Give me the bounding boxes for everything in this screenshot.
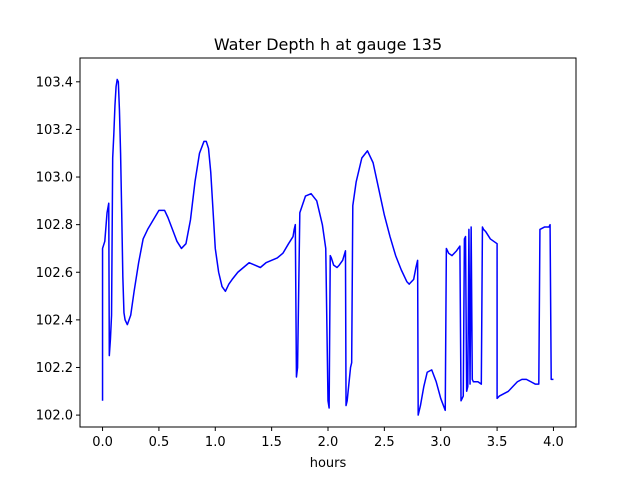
y-axis-ticks: 102.0 102.2 102.4 102.6 102.8 103.0 103.2 103.4: [36, 75, 80, 424]
y-tick-label: 103.2: [36, 123, 73, 138]
x-tick-label: 3.5: [487, 435, 508, 450]
y-tick-label: 102.8: [36, 218, 73, 233]
chart-title: Water Depth h at gauge 135: [214, 35, 442, 54]
x-tick-label: 3.0: [430, 435, 451, 450]
y-tick-label: 102.2: [36, 361, 73, 376]
y-tick-label: 102.4: [36, 313, 73, 328]
y-tick-label: 103.0: [36, 171, 73, 186]
y-tick-label: 103.4: [36, 75, 73, 90]
x-tick-label: 2.5: [374, 435, 395, 450]
x-tick-label: 0.0: [92, 435, 113, 450]
x-axis-label: hours: [310, 456, 347, 471]
x-tick-label: 4.0: [543, 435, 564, 450]
series-line-0: [101, 78, 554, 416]
y-tick-label: 102.0: [36, 409, 73, 424]
x-tick-label: 1.0: [205, 435, 226, 450]
x-tick-label: 0.5: [149, 435, 170, 450]
x-tick-label: 2.0: [318, 435, 339, 450]
plot-area: [101, 78, 554, 416]
y-tick-label: 102.6: [36, 266, 73, 281]
x-axis-ticks: 0.0 0.5 1.0 1.5 2.0 2.5 3.0 3.5 4.0: [92, 427, 564, 450]
axes-frame: [79, 57, 577, 428]
x-tick-label: 1.5: [261, 435, 282, 450]
